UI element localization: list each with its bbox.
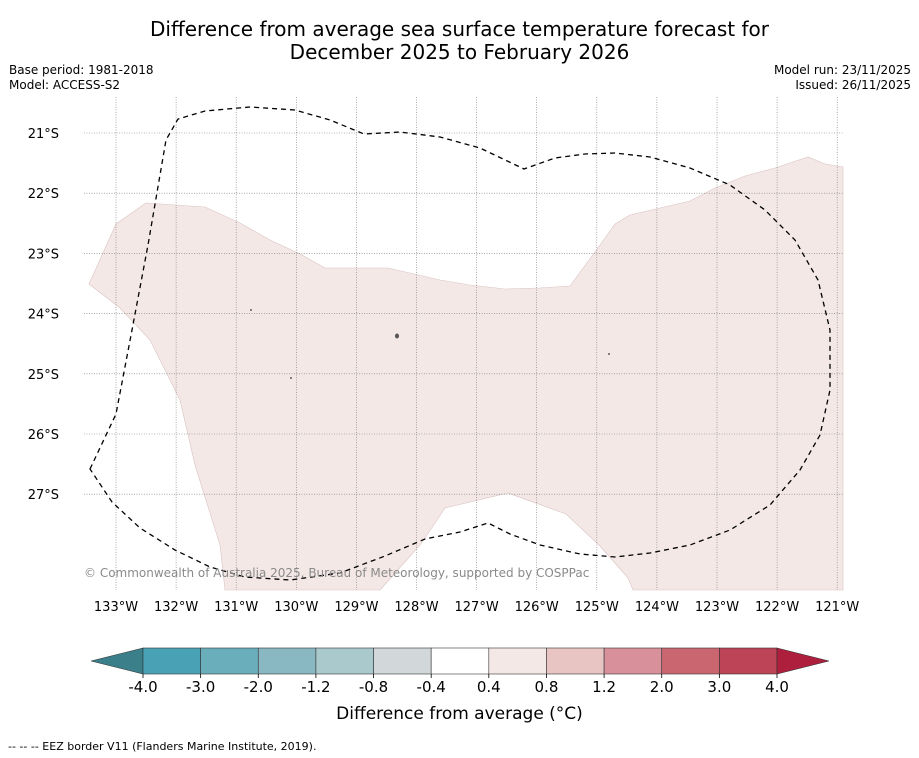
- lat-label: 24°S: [28, 308, 59, 323]
- lon-label: 131°W: [214, 600, 258, 615]
- longitude-gridlines: [115, 97, 838, 590]
- colorbar-bin: [315, 647, 374, 675]
- colorbar-tick-label: -3.0: [186, 678, 215, 696]
- lat-label: 23°S: [28, 247, 59, 262]
- lat-label: 25°S: [28, 368, 59, 383]
- colorbar-tick-label: -1.2: [301, 678, 330, 696]
- island-dot: [395, 333, 399, 339]
- lon-label: 124°W: [635, 600, 679, 615]
- colorbar-tick-label: 0.8: [535, 678, 559, 696]
- issued-date: Issued: 26/11/2025: [795, 78, 911, 92]
- colorbar-bin: [603, 647, 663, 675]
- colorbar-bin: [373, 647, 432, 675]
- colorbar-tick-label: 2.0: [650, 678, 674, 696]
- colorbar-tick-label: 4.0: [765, 678, 789, 696]
- colorbar-tick-label: 0.4: [477, 678, 501, 696]
- colorbar-tick-label: -4.0: [128, 678, 157, 696]
- colorbar-tick-label: -0.8: [359, 678, 388, 696]
- colorbar-bin: [200, 647, 259, 675]
- colorbar: -4.0 -3.0 -2.0 -1.2 -0.8 -0.4 0.4 0.8 1.2 2.0 3.0 4…: [90, 647, 830, 696]
- colorbar-tick-label: -2.0: [244, 678, 273, 696]
- colorbar-bin: [257, 647, 317, 675]
- lat-label: 21°S: [28, 127, 59, 142]
- title-line-2: December 2025 to February 2026: [289, 40, 630, 64]
- title-line-1: Difference from average sea surface temp…: [149, 17, 769, 41]
- lon-label: 128°W: [394, 600, 438, 615]
- model-run: Model run: 23/11/2025: [773, 63, 911, 77]
- colorbar-tick-label: 1.2: [592, 678, 616, 696]
- lon-label: 123°W: [695, 600, 739, 615]
- lat-label: 27°S: [28, 488, 59, 503]
- lon-label: 125°W: [575, 600, 619, 615]
- map-title: Difference from average sea surface temp…: [0, 18, 919, 64]
- island-dot: [608, 353, 610, 355]
- colorbar-tick-label: 3.0: [707, 678, 731, 696]
- colorbar-title: Difference from average (°C): [336, 704, 583, 724]
- lat-label: 26°S: [28, 428, 59, 443]
- metadata-right: Model run: 23/11/2025 Issued: 26/11/2025: [774, 63, 911, 93]
- lat-label: 22°S: [28, 187, 59, 202]
- lon-label: 129°W: [334, 600, 378, 615]
- base-period: Base period: 1981-2018: [9, 63, 154, 77]
- island-dot: [290, 377, 292, 379]
- lon-label: 122°W: [755, 600, 799, 615]
- colorbar-bin: [142, 647, 201, 675]
- metadata-left: Base period: 1981-2018 Model: ACCESS-S2: [9, 63, 154, 93]
- lon-label: 130°W: [274, 600, 318, 615]
- map-area: © Commonwealth of Australia 2025, Bureau…: [84, 97, 844, 591]
- colorbar-bin: [488, 647, 547, 675]
- island-dot: [250, 309, 252, 311]
- model-name: Model: ACCESS-S2: [9, 78, 121, 92]
- colorbar-extend-low: [90, 647, 144, 675]
- latitude-gridlines: [84, 132, 843, 495]
- colorbar-extend-high: [776, 647, 830, 675]
- lon-label: 121°W: [815, 600, 859, 615]
- copyright-text: © Commonwealth of Australia 2025, Bureau…: [84, 566, 589, 580]
- colorbar-tick-label: -0.4: [417, 678, 446, 696]
- colorbar-bin: [661, 647, 720, 675]
- eez-border: [89, 106, 831, 581]
- longitude-labels: 133°W 132°W 131°W 130°W 129°W 128°W 127°W 126°W…: [94, 600, 860, 615]
- latitude-labels: 21°S 22°S 23°S 24°S 25°S 26°S 27°S: [28, 127, 59, 503]
- lon-label: 132°W: [154, 600, 198, 615]
- lon-label: 133°W: [94, 600, 138, 615]
- lon-label: 126°W: [515, 600, 559, 615]
- colorbar-bin: [719, 647, 778, 675]
- colorbar-bin: [430, 647, 490, 675]
- lon-label: 127°W: [455, 600, 499, 615]
- footnote: -- -- -- EEZ border V11 (Flanders Marine…: [8, 740, 317, 753]
- colorbar-bin: [546, 647, 605, 675]
- anomaly-region: [88, 156, 844, 591]
